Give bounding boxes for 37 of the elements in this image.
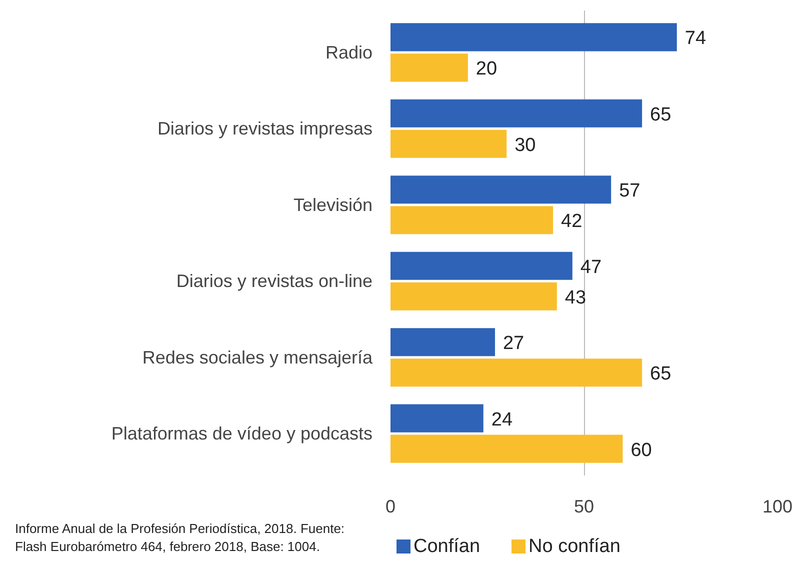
data-label: 43	[564, 287, 586, 308]
data-label: 65	[650, 364, 672, 385]
bar	[390, 328, 495, 356]
x-tick-label: 0	[385, 496, 396, 516]
data-label: 60	[630, 440, 652, 461]
data-label: 30	[514, 134, 536, 156]
y-tick-label: Diarios y revistas impresas	[157, 118, 373, 139]
data-label: 24	[491, 409, 513, 430]
bar	[390, 99, 642, 128]
bar	[390, 130, 507, 158]
data-label: 57	[619, 180, 640, 202]
bar	[390, 54, 468, 82]
data-label: 65	[650, 104, 672, 126]
data-label: 42	[561, 211, 582, 232]
bar	[390, 176, 612, 204]
data-label: 20	[476, 58, 498, 80]
bar	[390, 404, 484, 432]
text: Informe Anual de la Profesión Periodística, 2018. Fuente:	[15, 521, 345, 536]
legend-label: Confían	[414, 536, 480, 557]
bar	[390, 23, 677, 52]
bar	[390, 206, 554, 234]
x-tick-label: 50	[574, 496, 594, 516]
x-tick-label: 100	[762, 496, 793, 516]
y-tick-label: Televisión	[293, 194, 373, 215]
text: Flash Eurobarómetro 464, febrero 2018, Base: 1004.	[15, 539, 320, 554]
y-tick-label: Radio	[325, 42, 372, 62]
y-tick-label: Redes sociales y mensajería	[142, 347, 374, 368]
y-tick-label: Plataformas de vídeo y podcasts	[111, 424, 372, 444]
bar	[390, 282, 557, 310]
data-label: 47	[580, 256, 602, 278]
bar	[390, 252, 572, 280]
legend-label: No confían	[528, 536, 620, 557]
y-tick-label: Diarios y revistas on-line	[176, 271, 373, 292]
data-label: 27	[502, 333, 524, 354]
bar	[390, 358, 642, 387]
data-label: 74	[684, 28, 706, 50]
bar	[390, 434, 623, 463]
